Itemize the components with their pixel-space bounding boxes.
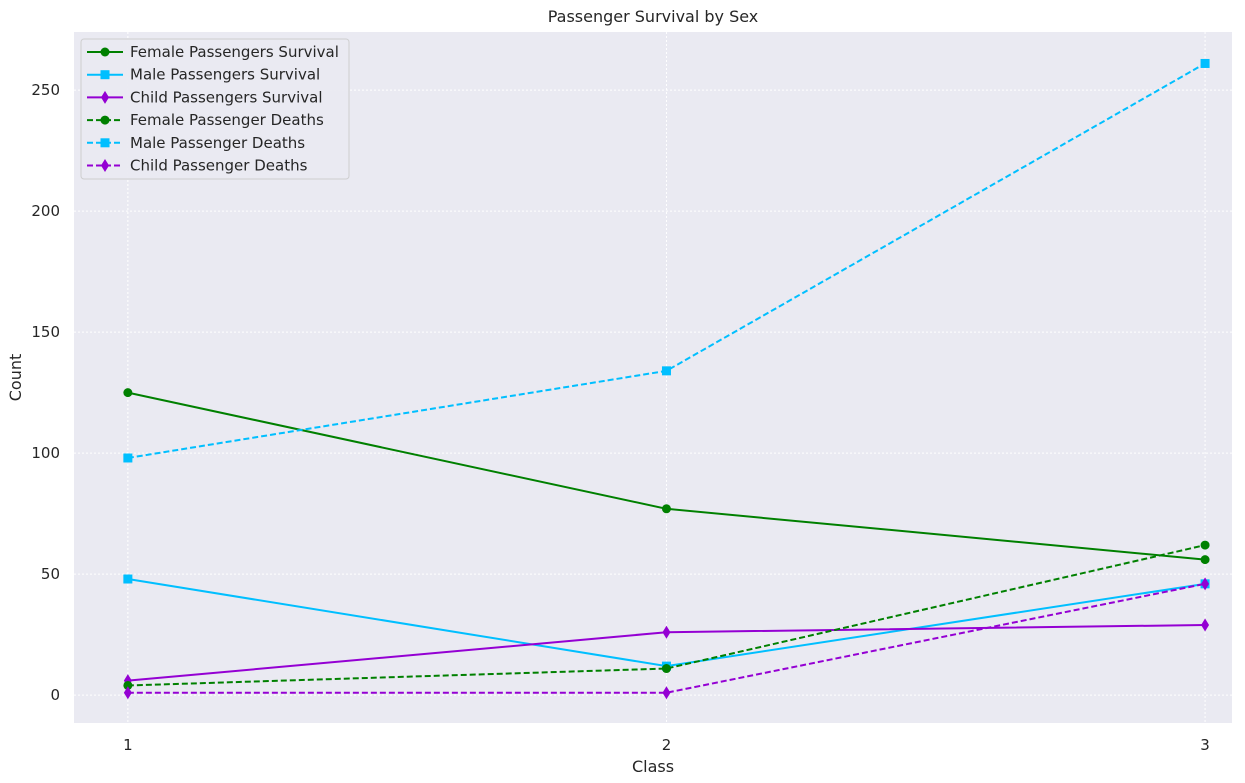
series-layer xyxy=(123,58,1210,700)
legend-marker xyxy=(100,47,110,57)
legend-item: Male Passenger Deaths xyxy=(87,134,305,152)
legend-label: Child Passenger Deaths xyxy=(130,157,308,175)
y-tick-label: 150 xyxy=(31,323,60,341)
data-point xyxy=(1201,618,1210,632)
series-line xyxy=(127,582,1206,694)
data-point xyxy=(1201,577,1210,591)
data-point xyxy=(1200,555,1210,565)
legend-label: Female Passengers Survival xyxy=(130,43,339,61)
grid xyxy=(74,32,1232,723)
chart-title: Passenger Survival by Sex xyxy=(548,7,759,26)
x-axis-label: Class xyxy=(632,757,674,776)
y-tick-label: 50 xyxy=(41,565,60,583)
y-tick-label: 100 xyxy=(31,444,60,462)
data-point xyxy=(123,388,133,398)
tick-labels: 1 2 3 0 50 100 150 200 250 xyxy=(31,81,1209,754)
legend-item: Child Passengers Survival xyxy=(87,88,323,106)
legend-box xyxy=(80,38,350,180)
y-tick-label: 250 xyxy=(31,81,60,99)
legend-marker xyxy=(100,70,110,80)
legend-item: Male Passengers Survival xyxy=(87,66,320,84)
legend: Female Passengers Survival Male Passenger… xyxy=(80,38,350,180)
legend-marker xyxy=(100,115,110,125)
series-male-passenger-deaths xyxy=(123,58,1210,463)
legend-label: Male Passenger Deaths xyxy=(130,134,305,152)
y-axis-label: Count xyxy=(6,354,25,402)
legend-item: Female Passenger Deaths xyxy=(87,111,324,129)
legend-label: Male Passengers Survival xyxy=(130,66,320,84)
legend-item: Child Passenger Deaths xyxy=(87,157,308,175)
data-point xyxy=(662,686,671,700)
series-female-passenger-deaths xyxy=(123,540,1210,690)
series-female-passengers-survival xyxy=(123,388,1210,565)
data-point xyxy=(661,504,671,514)
legend-label: Female Passenger Deaths xyxy=(130,111,324,129)
data-point xyxy=(662,625,671,639)
legend-item: Female Passengers Survival xyxy=(87,43,339,61)
legend-label: Child Passengers Survival xyxy=(130,88,323,106)
series-child-passenger-deaths xyxy=(123,577,1210,700)
legend-marker xyxy=(100,138,110,148)
data-point xyxy=(661,366,671,376)
x-tick-label: 3 xyxy=(1200,736,1210,754)
x-tick-label: 1 xyxy=(123,736,133,754)
y-tick-label: 200 xyxy=(31,202,60,220)
data-point xyxy=(123,680,133,690)
data-point xyxy=(123,686,132,700)
data-point xyxy=(1200,58,1210,68)
legend-marker xyxy=(101,90,109,104)
data-point xyxy=(661,664,671,674)
y-tick-label: 0 xyxy=(50,686,60,704)
data-point xyxy=(1200,540,1210,550)
legend-marker xyxy=(101,159,109,172)
x-tick-label: 2 xyxy=(662,736,672,754)
data-point xyxy=(123,453,133,463)
data-point xyxy=(123,574,133,584)
